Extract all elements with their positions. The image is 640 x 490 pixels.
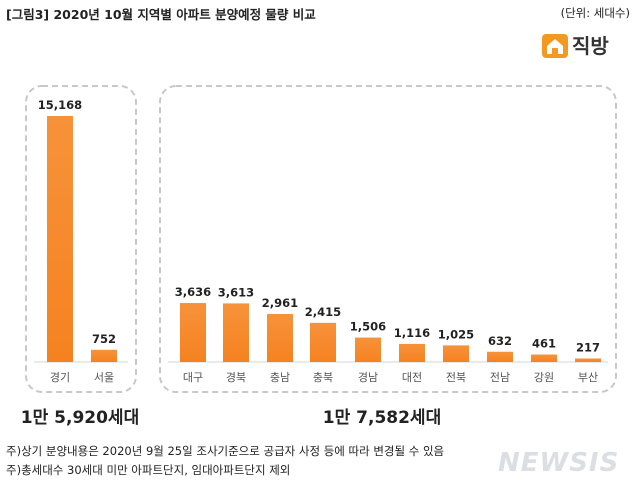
watermark: NEWSIS (498, 448, 620, 478)
data-label: 1,506 (350, 320, 386, 334)
data-label: 3,613 (218, 285, 254, 299)
bar (47, 116, 73, 362)
bar (267, 313, 293, 362)
group-border (159, 85, 617, 393)
bar-chart: 15,168 경기 752 서울 1만 5,920세대 3,636 대구 3,613 경북 2,9… (21, 85, 617, 428)
data-label: 15,168 (38, 98, 82, 112)
footnotes: 주)상기 분양내용은 2020년 9월 25일 조사기준으로 공급자 사정 등에… (6, 442, 444, 480)
category-label: 충남 (270, 371, 290, 384)
footnote-2: 주)총세대수 30세대 미만 아파트단지, 임대아파트단지 제외 (6, 463, 291, 477)
category-label: 전남 (490, 371, 510, 384)
bar (310, 322, 336, 362)
data-label: 2,961 (262, 296, 298, 310)
bar (180, 303, 206, 362)
data-label: 1,025 (438, 327, 474, 341)
bar (355, 337, 381, 362)
data-label: 461 (532, 337, 556, 351)
category-label: 경기 (50, 371, 70, 384)
bar (575, 358, 601, 362)
category-label: 강원 (534, 371, 554, 384)
group-total-label: 1만 7,582세대 (323, 408, 441, 428)
category-label: 충북 (313, 371, 333, 384)
group-border (25, 85, 137, 393)
category-label: 경남 (358, 371, 378, 384)
house-logo-icon (542, 34, 568, 58)
group-total-label: 1만 5,920세대 (21, 408, 139, 428)
brand-name: 직방 (572, 34, 609, 58)
bar (487, 351, 513, 362)
data-label: 752 (92, 332, 116, 346)
bar (531, 354, 557, 362)
chart-title: [그림3] 2020년 10월 지역별 아파트 분양예정 물량 비교 (6, 7, 316, 22)
category-label: 대구 (183, 371, 203, 384)
data-label: 2,415 (305, 305, 341, 319)
data-label: 217 (576, 340, 600, 354)
bar (91, 349, 117, 362)
bar (223, 303, 249, 362)
category-label: 경북 (226, 371, 246, 384)
bar (399, 343, 425, 362)
bar (443, 345, 469, 362)
category-label: 부산 (578, 371, 598, 384)
category-label: 대전 (402, 371, 422, 384)
footnote-1: 주)상기 분양내용은 2020년 9월 25일 조사기준으로 공급자 사정 등에… (6, 444, 445, 458)
data-label: 3,636 (175, 285, 211, 299)
category-label: 전북 (446, 371, 466, 384)
data-label: 632 (488, 334, 512, 348)
unit-label: (단위: 세대수) (560, 6, 630, 20)
category-label: 서울 (94, 371, 114, 384)
data-label: 1,116 (394, 326, 430, 340)
